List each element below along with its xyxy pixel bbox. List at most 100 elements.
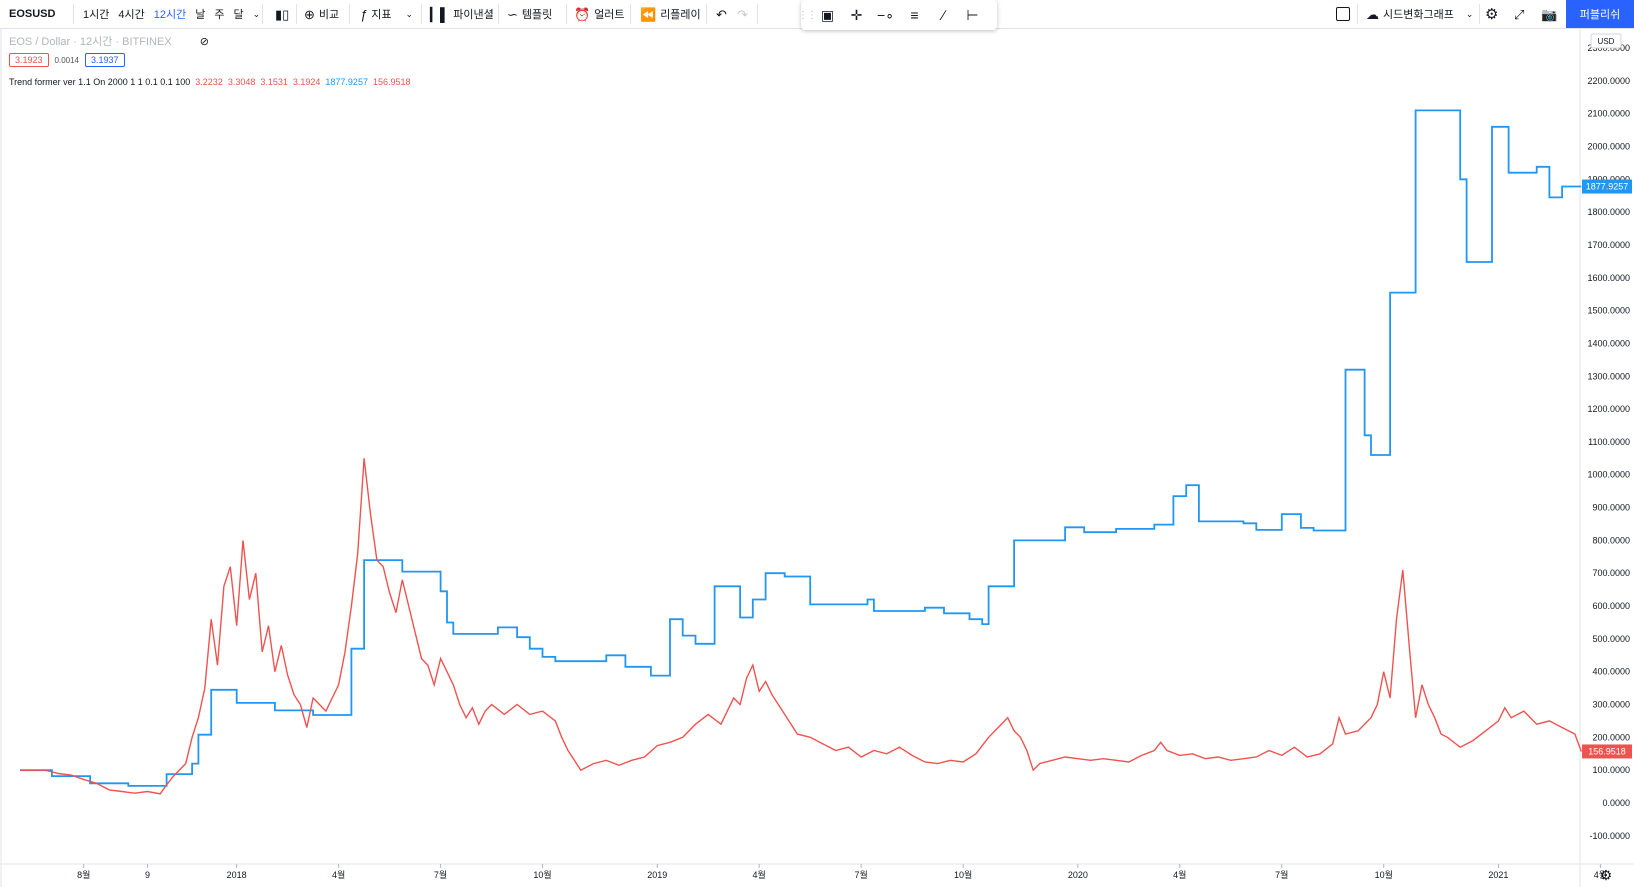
last-value-label: 1877.9257 — [1586, 182, 1629, 192]
indicator-value-red-last: 156.9518 — [372, 77, 411, 87]
compare-button[interactable]: ⊕ 비교 — [304, 0, 339, 28]
gear-icon: ⚙ — [1485, 5, 1499, 23]
layout-menu-button[interactable]: ☁ 시드변화그래프 ⌄ — [1366, 0, 1473, 28]
redo-button[interactable]: ↷ — [737, 0, 748, 28]
templates-button[interactable]: ∽ 템플릿 — [507, 0, 552, 28]
indicators-button[interactable]: ƒ 지표 ⌄ — [360, 0, 413, 28]
last-value-badge — [1582, 744, 1632, 759]
spread-value: 0.0014 — [54, 55, 79, 65]
replay-label: 리플레이 — [660, 9, 701, 21]
ask-price-box[interactable]: 3.1937 — [85, 53, 125, 67]
interval-month-button[interactable]: 달 — [233, 9, 244, 21]
blue-series-line — [20, 109, 1582, 787]
text-cursor-icon[interactable]: ⊢ — [966, 6, 979, 23]
publish-button[interactable]: 퍼블리쉬 — [1566, 0, 1634, 28]
interval-group: 1시간 4시간 12시간 날 주 달 ⌄ — [83, 0, 260, 28]
price-axis-tick: 800.0000 — [1592, 535, 1630, 545]
candle-type-button[interactable]: ▮▯ — [275, 0, 289, 28]
templates-icon: ∽ — [507, 6, 518, 22]
price-axis-tick: 0.0000 — [1602, 798, 1630, 808]
fullscreen-button[interactable]: ⤢ — [1514, 0, 1524, 28]
price-axis-tick: 200.0000 — [1592, 732, 1630, 742]
toolbar-divider — [1479, 4, 1480, 24]
expand-icon: ⤢ — [1514, 6, 1525, 22]
price-axis-tick: 1000.0000 — [1587, 470, 1630, 480]
crosshair-frame-icon[interactable]: ▣ — [820, 6, 835, 23]
bid-price-box[interactable]: 3.1923 — [9, 53, 49, 67]
indicator-value-blue: 1877.9257 — [325, 77, 368, 87]
compare-label: 비교 — [318, 9, 340, 21]
eye-slash-icon[interactable]: ⊘ — [199, 36, 209, 48]
alerts-button[interactable]: ⏰ 얼러트 — [574, 0, 625, 28]
price-axis-tick: -100.0000 — [1589, 831, 1630, 841]
interval-4h-button[interactable]: 4시간 — [118, 9, 145, 21]
toolbar-divider — [421, 4, 422, 24]
toolbar-divider — [262, 4, 263, 24]
layout-name-label: 시드변화그래프 — [1383, 9, 1454, 21]
drag-handle-icon[interactable]: ⋮⋮ — [798, 9, 817, 21]
price-axis-tick: 900.0000 — [1592, 503, 1630, 513]
indicators-label: 지표 — [371, 9, 392, 21]
time-axis-tick: 7월 — [434, 869, 447, 880]
drawing-toolbar: ⋮⋮ ▣ ✛ −∘ ≡ ∕ ⊢ — [798, 0, 997, 30]
undo-icon: ↶ — [716, 6, 727, 22]
interval-day-button[interactable]: 날 — [195, 9, 206, 21]
candlestick-icon: ▮▯ — [275, 6, 290, 22]
last-value-badge — [1582, 179, 1632, 194]
interval-dropdown-icon[interactable]: ⌄ — [252, 8, 261, 19]
bid-ask-row: 3.1923 0.0014 3.1937 — [9, 53, 125, 67]
toolbar-divider — [73, 4, 74, 24]
time-axis-tick: 4월 — [1594, 869, 1607, 880]
fullscreen-layout-button[interactable] — [1336, 0, 1350, 28]
symbol-title: EOS / Dollar · 12시간 · BITFINEX ⊘ — [9, 33, 209, 49]
price-axis-tick: 2300.0000 — [1587, 43, 1630, 53]
undo-button[interactable]: ↶ — [716, 0, 727, 28]
price-axis-tick: 400.0000 — [1592, 667, 1630, 677]
time-axis-tick: 10월 — [1375, 869, 1393, 880]
trend-line-icon[interactable]: ∕ — [942, 7, 945, 23]
symbol-description: EOS / Dollar · 12시간 · BITFINEX — [9, 36, 172, 48]
interval-week-button[interactable]: 주 — [214, 9, 225, 21]
time-axis-tick: 4월 — [753, 869, 766, 880]
camera-icon: 📷 — [1541, 6, 1558, 22]
cloud-icon: ☁ — [1366, 6, 1379, 22]
plus-circle-icon: ⊕ — [304, 6, 315, 22]
price-axis-tick: 500.0000 — [1592, 634, 1630, 644]
indicator-legend: Trend former ver 1.1 On 2000 1 1 0.1 0.1… — [9, 77, 411, 87]
snapshot-button[interactable]: 📷 — [1541, 0, 1557, 28]
price-axis-tick: 1300.0000 — [1587, 371, 1630, 381]
time-axis-tick: 9 — [145, 870, 150, 880]
cross-cursor-icon[interactable]: ✛ — [850, 6, 863, 23]
time-axis-tick: 4월 — [332, 869, 345, 880]
price-axis-tick: 1100.0000 — [1588, 437, 1630, 447]
financials-button[interactable]: ▎▌ 파이낸셜 — [430, 0, 494, 28]
interval-1h-button[interactable]: 1시간 — [83, 9, 110, 21]
toolbar-divider — [296, 4, 297, 24]
currency-box — [1590, 33, 1622, 49]
price-axis-tick: 2100.0000 — [1587, 109, 1630, 119]
toolbar-divider — [757, 4, 758, 24]
time-axis-tick: 2020 — [1068, 870, 1088, 880]
layout-square-icon — [1336, 7, 1350, 21]
price-axis-tick: 1900.0000 — [1587, 174, 1630, 184]
indicator-value: 3.3048 — [227, 77, 256, 87]
time-axis-tick: 2019 — [647, 870, 667, 880]
replay-button[interactable]: ⏪ 리플레이 — [640, 0, 701, 28]
axis-settings-icon: ⚙ — [1600, 867, 1613, 883]
settings-button[interactable]: ⚙ — [1485, 0, 1498, 28]
alerts-label: 얼러트 — [594, 9, 625, 21]
price-axis-tick: 1500.0000 — [1587, 306, 1630, 316]
price-axis-tick: 1200.0000 — [1587, 404, 1630, 414]
toolbar-divider — [566, 4, 567, 24]
chevron-down-icon: ⌄ — [1465, 8, 1474, 19]
rewind-icon: ⏪ — [640, 6, 657, 22]
templates-label: 템플릿 — [521, 9, 553, 21]
indicator-name: Trend former ver 1.1 On 2000 1 1 0.1 0.1… — [9, 77, 191, 87]
parallel-lines-icon[interactable]: ≡ — [910, 7, 919, 23]
horizontal-ray-icon[interactable]: −∘ — [877, 6, 894, 23]
interval-12h-button[interactable]: 12시간 — [153, 9, 187, 21]
red-series-line — [20, 458, 1582, 795]
symbol-search-button[interactable]: EOSUSD — [9, 8, 56, 20]
bar-chart-icon: ▎▌ — [430, 6, 450, 22]
